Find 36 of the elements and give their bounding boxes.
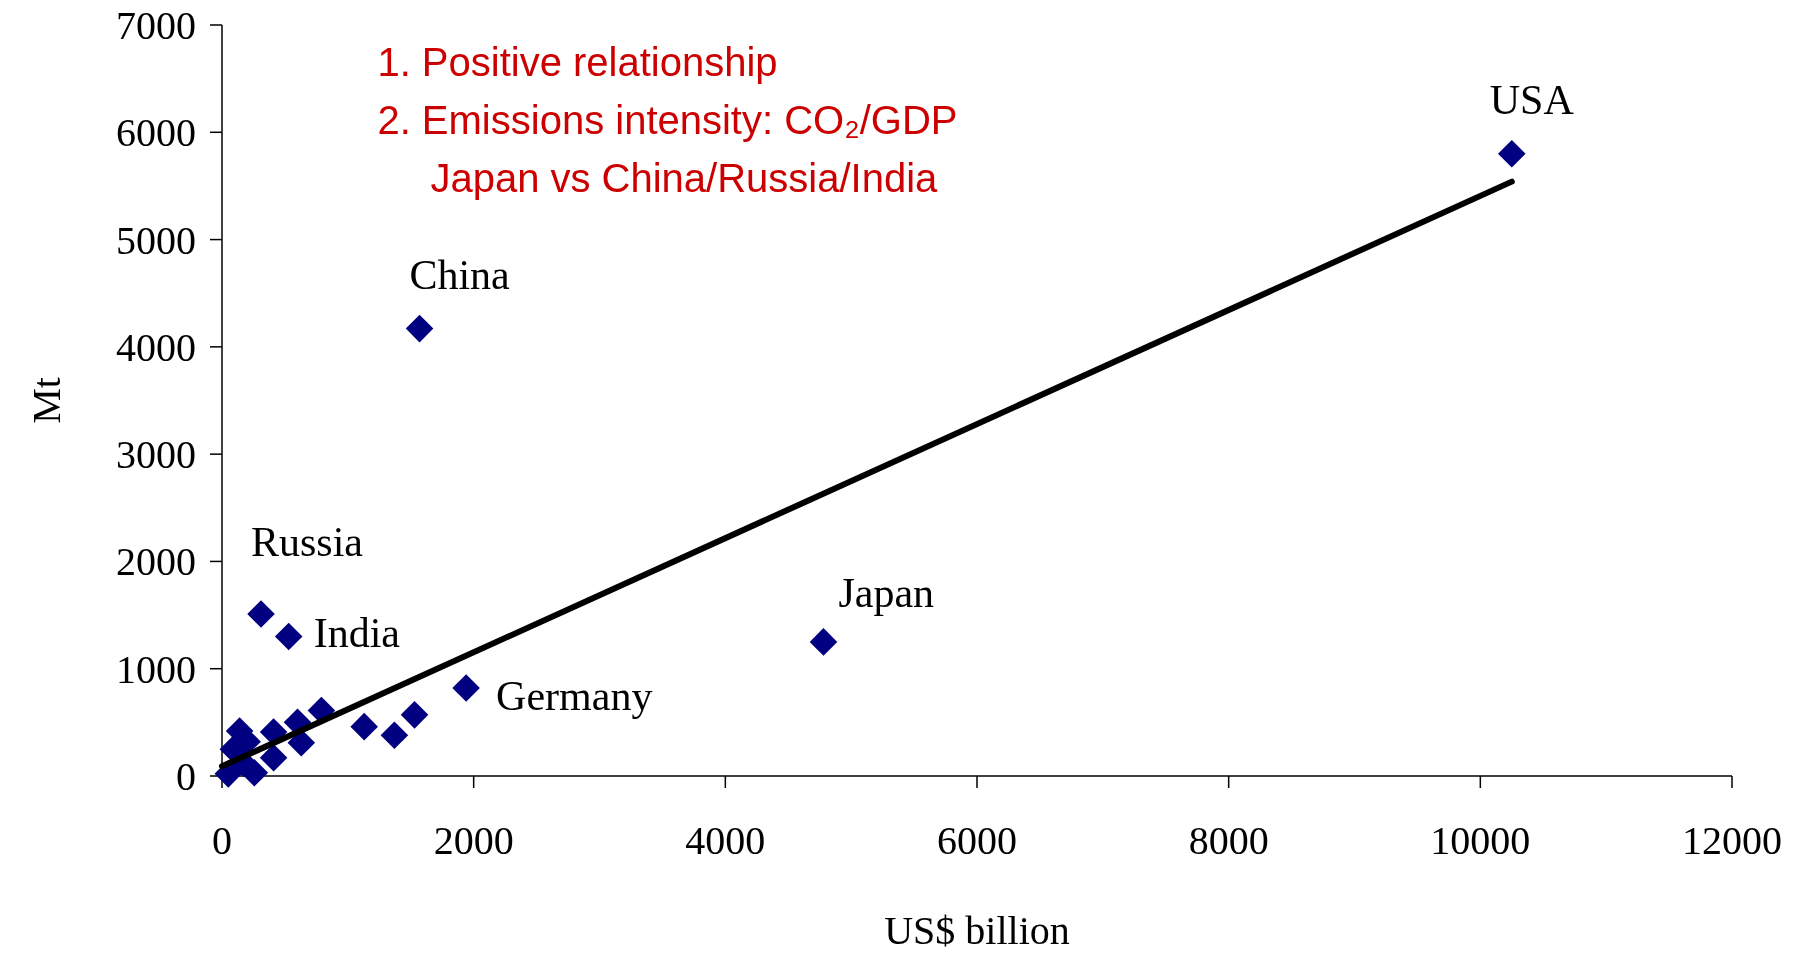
x-tick-label: 6000 — [937, 818, 1017, 863]
annotation: China — [409, 251, 511, 298]
annotation: Germany — [496, 673, 653, 720]
annotation: USA — [1489, 76, 1575, 123]
y-axis-title: Mt — [24, 377, 69, 424]
y-tick-label: 2000 — [116, 539, 196, 585]
point — [247, 600, 275, 628]
annotation: India — [313, 609, 401, 656]
annotation: Russia — [251, 519, 364, 565]
y-tick-label: 3000 — [116, 432, 196, 478]
y-tick-label: 1000 — [116, 646, 196, 692]
y-tick-label: 7000 — [116, 3, 196, 48]
annotation: Japan vs China/Russia/India — [430, 156, 939, 200]
annotation: 2. Emissions intensity: CO₂/GDP — [377, 98, 958, 142]
point — [380, 721, 409, 750]
x-tick-label: 0 — [212, 818, 232, 863]
point — [452, 674, 480, 702]
x-axis-title: US$ billion — [884, 908, 1070, 953]
y-tick-label: 4000 — [116, 324, 196, 370]
x-tick-label: 10000 — [1430, 818, 1531, 863]
point — [405, 314, 434, 343]
point — [259, 743, 288, 772]
point — [350, 712, 378, 741]
x-tick-label: 4000 — [685, 818, 766, 863]
point — [809, 628, 838, 656]
point — [1498, 139, 1526, 168]
y-tick-label: 6000 — [116, 110, 196, 156]
point — [274, 622, 303, 651]
x-tick-label: 8000 — [1188, 818, 1269, 863]
y-tick-label: 5000 — [116, 217, 196, 263]
x-tick-label: 12000 — [1682, 818, 1782, 863]
x-tick-label: 2000 — [433, 818, 514, 863]
annotation: 1. Positive relationship — [377, 40, 778, 84]
point — [400, 701, 429, 729]
y-tick-label: 0 — [176, 754, 196, 799]
annotation: Japan — [838, 569, 935, 616]
